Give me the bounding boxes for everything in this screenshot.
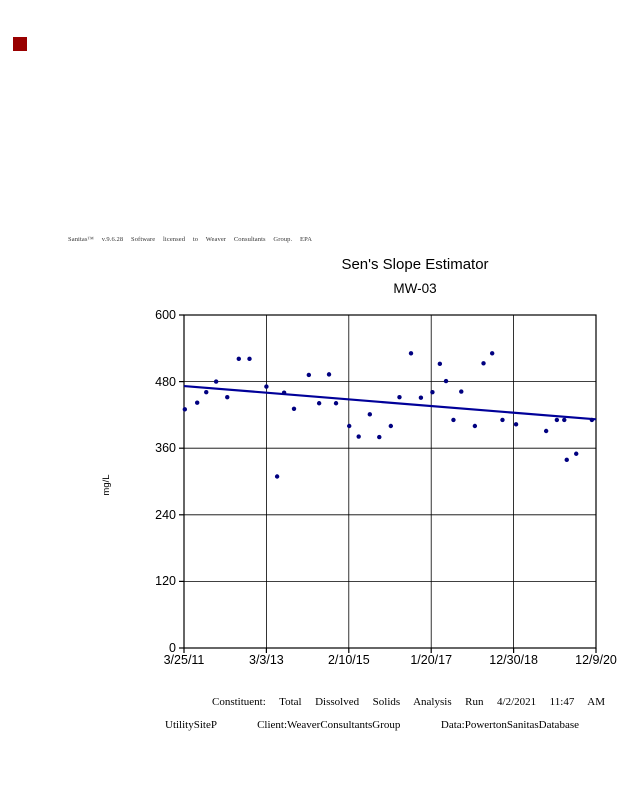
data-point (489, 351, 495, 356)
data-point (247, 356, 252, 362)
data-point (397, 394, 402, 400)
data-point (564, 457, 569, 463)
sen-slope-trend-line (183, 384, 597, 421)
data-point (513, 422, 519, 427)
data-point (500, 417, 505, 423)
y-tick-label: 0 (169, 641, 176, 655)
data-point (472, 423, 478, 429)
data-point (554, 417, 560, 423)
data-point (377, 434, 382, 440)
x-tick-label: 12/30/18 (489, 653, 538, 667)
y-tick-label: 600 (155, 308, 176, 322)
data-point (443, 378, 449, 384)
data-point (333, 401, 339, 406)
chart-title: Sen's Slope Estimator (341, 256, 489, 273)
footer-constituent-line: Constituent: Total Dissolved Solids Anal… (212, 696, 605, 708)
x-tick-label: 3/25/11 (163, 653, 205, 667)
data-point (367, 412, 373, 417)
data-point (225, 394, 230, 400)
data-point (194, 400, 200, 405)
data-point (306, 372, 312, 378)
data-point (236, 356, 241, 362)
data-point (347, 423, 352, 429)
data-point (481, 361, 486, 366)
data-point (574, 451, 579, 456)
license-text: Sanitas™ v.9.6.28 Software licensed to W… (68, 236, 312, 243)
data-point (291, 406, 297, 411)
y-axis-title: mg/L (101, 474, 112, 496)
data-point (356, 434, 361, 439)
data-point (326, 372, 332, 377)
chart-plot (179, 314, 597, 653)
status-square (13, 37, 27, 51)
data-point (182, 407, 188, 412)
data-point (316, 401, 322, 406)
data-point (204, 389, 209, 395)
data-point (437, 361, 443, 367)
data-point (430, 389, 435, 395)
plot-border (183, 314, 597, 649)
x-tick-label: 3/3/13 (249, 653, 284, 667)
data-point (264, 384, 269, 389)
data-point (543, 428, 549, 434)
data-point (418, 395, 424, 400)
data-point (388, 423, 394, 429)
data-point (274, 474, 280, 479)
footer-site-line: UtilitySiteP Client:WeaverConsultantsGro… (165, 719, 579, 731)
data-point (408, 351, 414, 356)
data-point (281, 390, 287, 395)
y-tick-label: 240 (155, 507, 176, 522)
x-tick-label: 12/9/20 (575, 653, 617, 667)
data-point (459, 389, 464, 394)
y-tick-label: 120 (155, 574, 176, 589)
well-id-subtitle: MW-03 (393, 281, 437, 296)
x-tick-label: 2/10/15 (327, 653, 370, 667)
data-point (562, 417, 567, 423)
data-point (589, 417, 595, 423)
data-point (213, 379, 219, 384)
x-tick-label: 1/20/17 (410, 653, 453, 667)
data-point (451, 417, 456, 423)
y-tick-label: 360 (155, 441, 176, 456)
y-tick-label: 480 (155, 374, 176, 389)
